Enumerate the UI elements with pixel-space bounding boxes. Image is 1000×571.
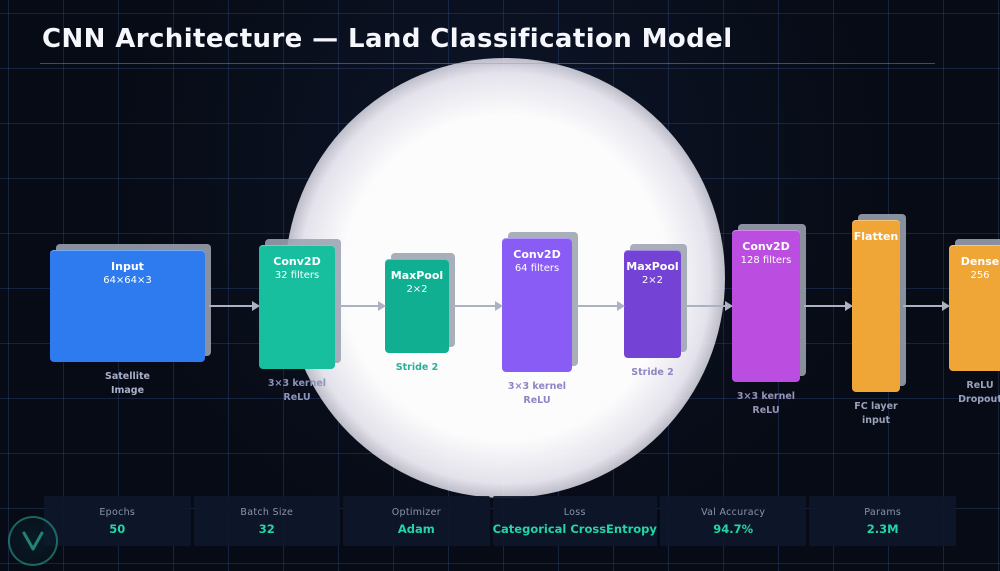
layer-box-maxpool-2: MaxPool 2×2 xyxy=(624,250,681,358)
layer-label: Conv2D xyxy=(742,240,790,253)
flow-arrow xyxy=(576,301,625,311)
layer-maxpool-2: MaxPool 2×2 Stride 2 xyxy=(624,250,681,380)
page-title: CNN Architecture — Land Classification M… xyxy=(42,24,733,54)
layer-sublabel: 256 xyxy=(970,270,990,282)
layer-caption: 3×3 kernel ReLU xyxy=(736,391,796,417)
layer-caption: FC layer input xyxy=(854,401,898,427)
stat-value: Adam xyxy=(397,521,435,536)
stat-epochs: Epochs 50 xyxy=(44,496,191,546)
layer-dense: Dense 256 ReLU Dropout xyxy=(949,245,1000,408)
layer-sublabel: 64 filters xyxy=(514,263,560,275)
layer-box-conv2d-32: Conv2D 32 filters xyxy=(259,245,335,369)
flow-arrow xyxy=(339,301,386,311)
stat-label: Loss xyxy=(563,506,586,518)
stat-value: 2.3M xyxy=(866,521,899,536)
layer-sublabel: 2×2 xyxy=(406,284,428,296)
layer-conv2d-64: Conv2D 64 filters 3×3 kernel ReLU xyxy=(502,238,572,409)
layer-sublabel: 64×64×3 xyxy=(103,275,152,287)
flow-arrow xyxy=(209,301,260,311)
layer-label: MaxPool xyxy=(626,260,679,273)
layer-sublabel: 32 filters xyxy=(274,270,320,282)
stat-label: Optimizer xyxy=(391,506,441,518)
watermark-logo xyxy=(8,516,58,566)
layer-caption: ReLU Dropout xyxy=(958,380,1000,406)
layer-input: Input 64×64×3 Satellite Image xyxy=(50,250,205,399)
stat-optimizer: Optimizer Adam xyxy=(343,496,490,546)
layer-caption: Stride 2 xyxy=(395,362,439,373)
layer-label: Conv2D xyxy=(513,248,561,261)
layer-label: Conv2D xyxy=(273,255,321,268)
layer-box-dense: Dense 256 xyxy=(949,245,1000,371)
stat-val-accuracy: Val Accuracy 94.7% xyxy=(659,496,807,546)
layer-flatten: Flatten FC layer input xyxy=(852,220,900,429)
stat-value: 94.7% xyxy=(713,521,754,536)
layer-box-maxpool-1: MaxPool 2×2 xyxy=(385,259,449,353)
flow-arrow xyxy=(453,301,503,311)
stat-value: 50 xyxy=(109,521,126,536)
layer-sublabel: 128 filters xyxy=(740,255,792,267)
layer-maxpool-1: MaxPool 2×2 Stride 2 xyxy=(385,259,449,375)
stat-label: Batch Size xyxy=(240,506,294,518)
stat-label: Val Accuracy xyxy=(701,506,766,518)
layer-label: Flatten xyxy=(853,230,899,243)
layer-sublabel: 2×2 xyxy=(641,275,664,287)
stat-value: 32 xyxy=(258,521,275,536)
layer-conv2d-32: Conv2D 32 filters 3×3 kernel ReLU xyxy=(259,245,335,406)
layer-caption: 3×3 kernel ReLU xyxy=(507,381,567,407)
flow-arrow xyxy=(685,301,733,311)
layer-conv2d-128: Conv2D 128 filters 3×3 kernel ReLU xyxy=(732,230,800,419)
stat-params: Params 2.3M xyxy=(809,496,956,546)
layer-caption: Stride 2 xyxy=(631,367,674,378)
stat-label: Params xyxy=(864,506,902,518)
layer-box-conv2d-64: Conv2D 64 filters xyxy=(502,238,572,372)
layer-caption: Satellite Image xyxy=(105,371,150,397)
layer-box-flatten: Flatten xyxy=(852,220,900,392)
stat-batch-size: Batch Size 32 xyxy=(193,496,341,546)
layer-label: Input xyxy=(111,260,144,273)
stat-label: Epochs xyxy=(99,506,136,518)
layer-label: MaxPool xyxy=(390,269,444,282)
layer-caption: 3×3 kernel ReLU xyxy=(267,378,327,404)
layer-box-conv2d-128: Conv2D 128 filters xyxy=(732,230,800,382)
training-stats-bar: Epochs 50 Batch Size 32 Optimizer Adam L… xyxy=(44,496,956,546)
flow-arrow xyxy=(903,301,950,311)
stat-loss: Loss Categorical CrossEntropy xyxy=(492,496,657,546)
flow-arrow xyxy=(804,301,853,311)
layer-label: Dense xyxy=(960,255,1000,268)
stat-value: Categorical CrossEntropy xyxy=(492,521,657,536)
title-divider xyxy=(40,63,935,64)
layer-box-input: Input 64×64×3 xyxy=(50,250,205,362)
watermark-v-icon xyxy=(22,531,44,551)
